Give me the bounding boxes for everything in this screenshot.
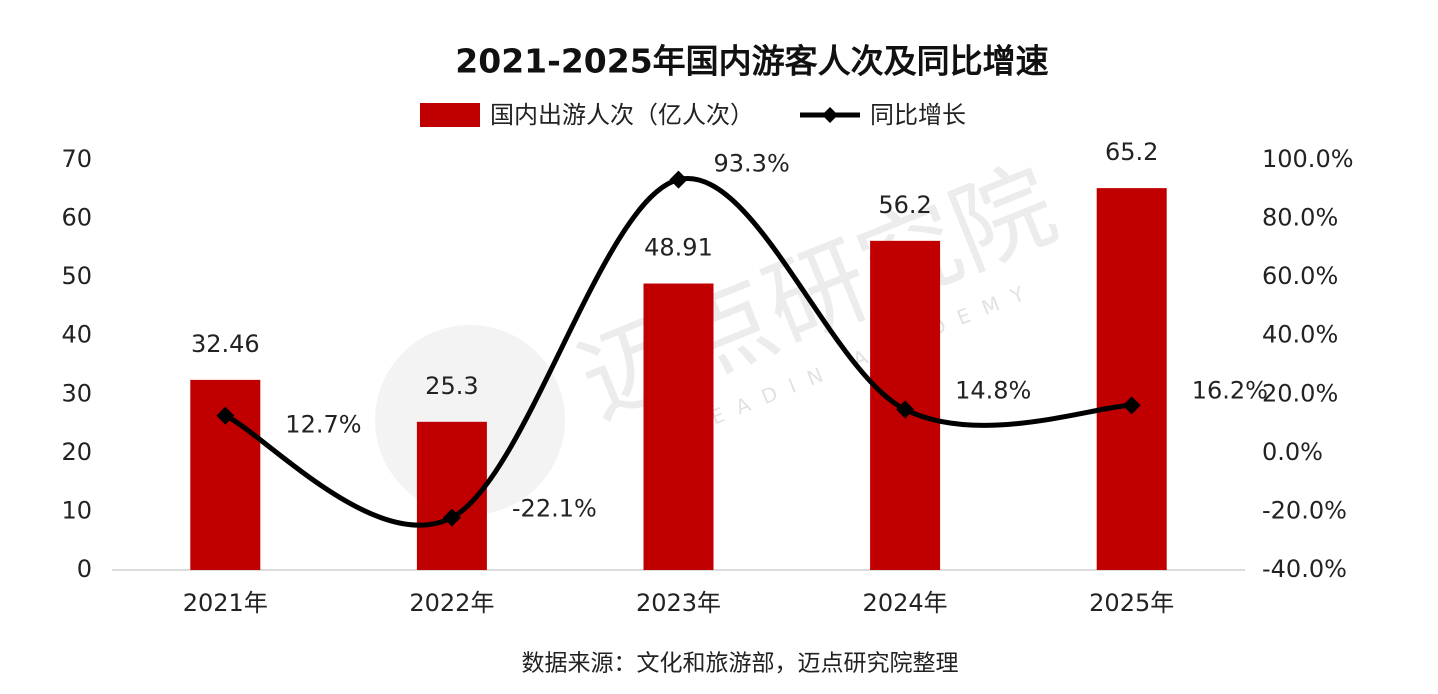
y-tick-label: 10 xyxy=(61,496,92,524)
line xyxy=(224,176,1132,528)
bar xyxy=(1096,188,1167,570)
y-tick-label: 70 xyxy=(61,145,92,173)
bar-value-label: 65.2 xyxy=(1105,138,1158,166)
line-marker xyxy=(216,406,235,425)
line-value-label: 16.2% xyxy=(1192,376,1268,404)
y2-tick-label: -20.0% xyxy=(1262,496,1347,524)
bar-value-label: 48.91 xyxy=(644,234,713,262)
bar xyxy=(643,283,714,570)
bar-value-label: 32.46 xyxy=(191,330,260,358)
line-value-label: 93.3% xyxy=(714,150,790,178)
y-tick-label: 30 xyxy=(61,379,92,407)
chart-title: 2021-2025年国内游客人次及同比增速 xyxy=(455,42,1048,81)
bar-value-label: 56.2 xyxy=(878,191,931,219)
y-tick-label: 0 xyxy=(77,555,92,583)
legend-label: 同比增长 xyxy=(870,101,966,129)
y2-tick-label: 20.0% xyxy=(1262,379,1338,407)
legend-swatch xyxy=(420,103,480,127)
line-value-label: -22.1% xyxy=(512,495,597,523)
y2-tick-label: 100.0% xyxy=(1262,145,1354,173)
x-tick-label: 2025年 xyxy=(1089,589,1174,617)
x-tick-label: 2024年 xyxy=(863,589,948,617)
line-marker xyxy=(442,508,461,527)
line-value-label: 12.7% xyxy=(285,411,361,439)
y-tick-label: 40 xyxy=(61,321,92,349)
legend-marker xyxy=(822,107,838,123)
x-tick-label: 2021年 xyxy=(183,589,268,617)
line-marker xyxy=(1122,396,1141,415)
y2-tick-label: 60.0% xyxy=(1262,262,1338,290)
source-note: 数据来源：文化和旅游部，迈点研究院整理 xyxy=(522,651,959,677)
y2-tick-label: 0.0% xyxy=(1262,438,1323,466)
bar-value-label: 25.3 xyxy=(425,372,478,400)
y-tick-label: 60 xyxy=(61,204,92,232)
x-tick-label: 2023年 xyxy=(636,589,721,617)
y2-tick-label: 80.0% xyxy=(1262,204,1338,232)
y-tick-label: 50 xyxy=(61,262,92,290)
y-tick-label: 20 xyxy=(61,438,92,466)
line-marker xyxy=(669,170,688,189)
y2-tick-label: -40.0% xyxy=(1262,555,1347,583)
line-value-label: 14.8% xyxy=(955,377,1031,405)
line-marker xyxy=(896,400,915,419)
y2-tick-label: 40.0% xyxy=(1262,321,1338,349)
legend-label: 国内出游人次（亿人次） xyxy=(490,101,754,129)
x-tick-label: 2022年 xyxy=(409,589,494,617)
